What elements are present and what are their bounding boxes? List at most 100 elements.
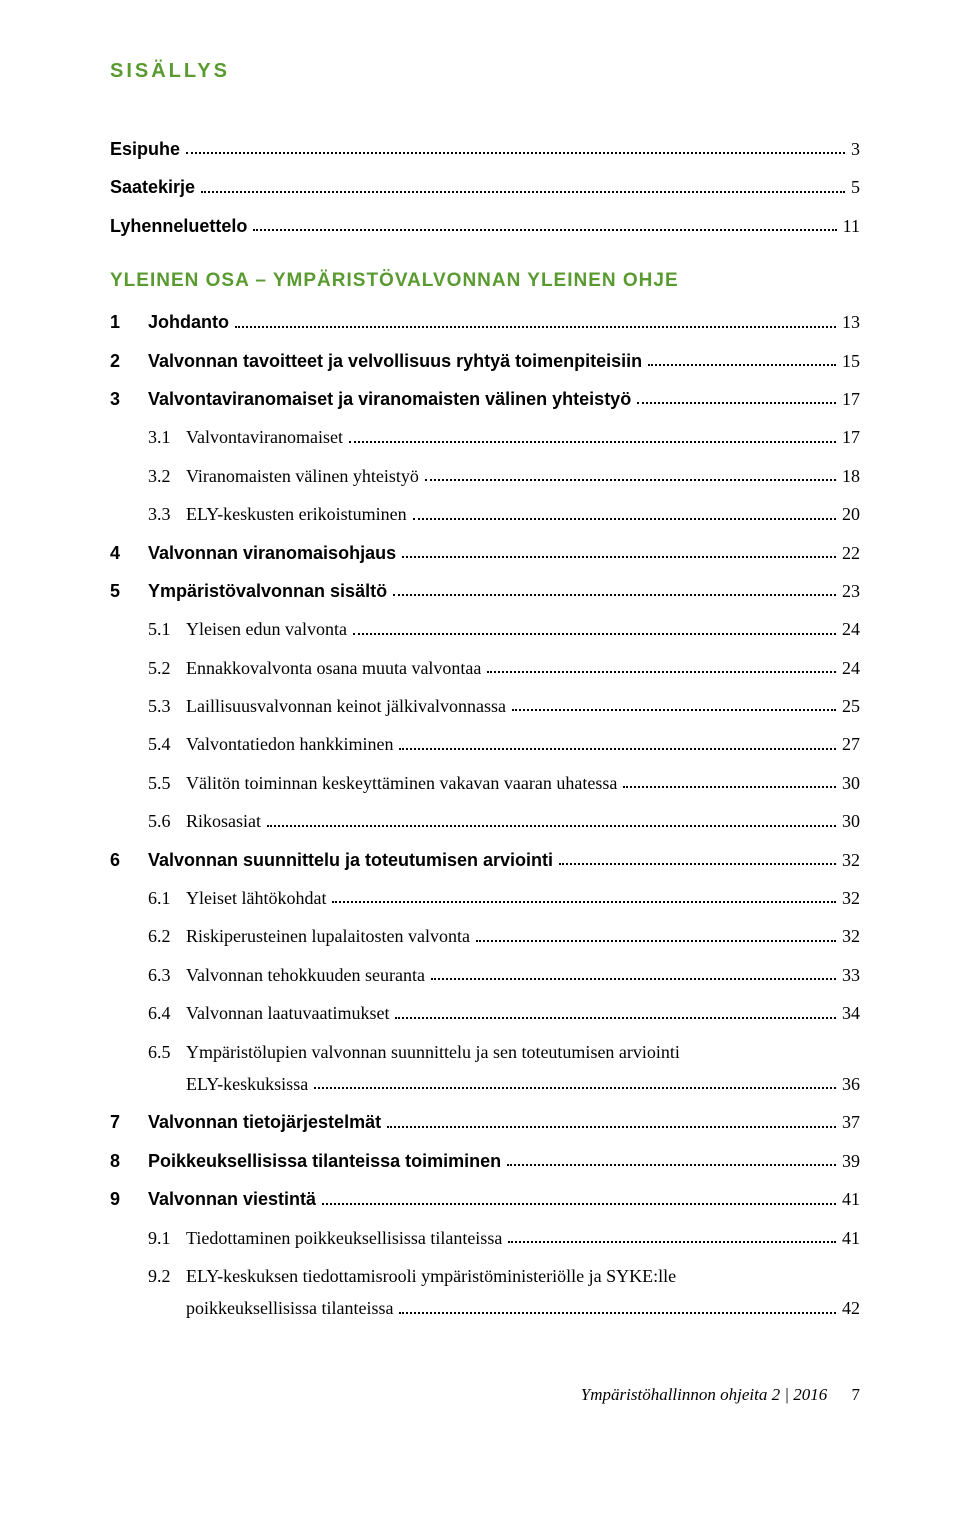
toc-label: poikkeuksellisissa tilanteissa <box>186 1292 393 1324</box>
toc-page: 24 <box>842 613 860 645</box>
toc-label: Ympäristölupien valvonnan suunnittelu ja… <box>186 1036 860 1068</box>
toc-entry: 6.1Yleiset lähtökohdat32 <box>110 882 860 914</box>
toc-label: Johdanto <box>148 306 229 338</box>
toc-entry: 3.1Valvontaviranomaiset17 <box>110 421 860 453</box>
toc-label: Rikosasiat <box>186 805 261 837</box>
toc-num: 6.5 <box>148 1036 186 1068</box>
toc-num: 7 <box>110 1106 148 1138</box>
toc-dots <box>322 1202 836 1205</box>
toc-label: Valvonnan tietojärjestelmät <box>148 1106 381 1138</box>
toc-dots <box>425 478 836 481</box>
toc-entry: 5.6Rikosasiat30 <box>110 805 860 837</box>
toc-num: 6.2 <box>148 920 186 952</box>
toc-label: Viranomaisten välinen yhteistyö <box>186 460 419 492</box>
toc-entry: 4Valvonnan viranomaisohjaus22 <box>110 537 860 569</box>
toc-num: 2 <box>110 345 148 377</box>
toc-label: Yleiset lähtökohdat <box>186 882 326 914</box>
toc-label: Valvonnan viestintä <box>148 1183 316 1215</box>
toc-entry: 6.2Riskiperusteinen lupalaitosten valvon… <box>110 920 860 952</box>
toc-entry: 6.3Valvonnan tehokkuuden seuranta33 <box>110 959 860 991</box>
toc-label: Välitön toiminnan keskeyttäminen vakavan… <box>186 767 617 799</box>
toc-entry: 6.5Ympäristölupien valvonnan suunnittelu… <box>110 1036 860 1101</box>
toc-entry: Esipuhe3 <box>110 133 860 165</box>
toc-entry: 9.2ELY-keskuksen tiedottamisrooli ympäri… <box>110 1260 860 1325</box>
toc-label: Valvonnan suunnittelu ja toteutumisen ar… <box>148 844 553 876</box>
toc-dots <box>332 900 836 903</box>
toc-page: 17 <box>842 383 860 415</box>
toc-page: 39 <box>842 1145 860 1177</box>
footer: Ympäristöhallinnon ohjeita 2 | 2016 7 <box>110 1385 860 1405</box>
toc-label: ELY-keskuksissa <box>186 1068 308 1100</box>
toc-entry: Lyhenneluettelo11 <box>110 210 860 242</box>
toc-label: ELY-keskusten erikoistuminen <box>186 498 407 530</box>
toc-page: 32 <box>842 920 860 952</box>
toc-label: Ennakkovalvonta osana muuta valvontaa <box>186 652 481 684</box>
toc-dots <box>387 1125 836 1128</box>
toc-num: 3 <box>110 383 148 415</box>
toc-num: 5.5 <box>148 767 186 799</box>
toc-dots <box>353 632 836 635</box>
toc-dots <box>349 440 836 443</box>
toc-page: 23 <box>842 575 860 607</box>
toc-dots <box>508 1240 836 1243</box>
toc-entry: 5.4Valvontatiedon hankkiminen27 <box>110 728 860 760</box>
toc-page: 33 <box>842 959 860 991</box>
toc-dots <box>431 977 836 980</box>
toc-page: 13 <box>842 306 860 338</box>
toc-page: 41 <box>842 1222 860 1254</box>
toc-dots <box>395 1016 836 1019</box>
toc-entry: 7Valvonnan tietojärjestelmät 37 <box>110 1106 860 1138</box>
toc-label: ELY-keskuksen tiedottamisrooli ympäristö… <box>186 1260 860 1292</box>
toc-num: 5.6 <box>148 805 186 837</box>
toc-page: 22 <box>842 537 860 569</box>
toc-entry: 3Valvontaviranomaiset ja viranomaisten v… <box>110 383 860 415</box>
toc-dots <box>637 401 836 404</box>
toc-entry: 5Ympäristövalvonnan sisältö 23 <box>110 575 860 607</box>
toc-label: Saatekirje <box>110 171 195 203</box>
toc-entries: 1Johdanto132Valvonnan tavoitteet ja velv… <box>110 306 860 1325</box>
toc-entry: 5.1Yleisen edun valvonta24 <box>110 613 860 645</box>
toc-page: 11 <box>843 210 860 242</box>
toc-page: 36 <box>842 1068 860 1100</box>
toc-dots <box>507 1163 836 1166</box>
toc-label: Valvontaviranomaiset ja viranomaisten vä… <box>148 383 631 415</box>
toc-num: 6.4 <box>148 997 186 1029</box>
toc-page: 24 <box>842 652 860 684</box>
toc-label: Valvonnan tehokkuuden seuranta <box>186 959 425 991</box>
toc-entry: 5.2Ennakkovalvonta osana muuta valvontaa… <box>110 652 860 684</box>
toc-label: Valvonnan laatuvaatimukset <box>186 997 389 1029</box>
toc-dots <box>186 151 845 154</box>
toc-label: Valvontaviranomaiset <box>186 421 343 453</box>
toc-page: 30 <box>842 767 860 799</box>
toc-num: 3.3 <box>148 498 186 530</box>
toc-entry: 8Poikkeuksellisissa tilanteissa toimimin… <box>110 1145 860 1177</box>
toc-dots <box>267 824 836 827</box>
toc-dots <box>253 228 836 231</box>
toc-label: Esipuhe <box>110 133 180 165</box>
toc-entry: 3.3ELY-keskusten erikoistuminen20 <box>110 498 860 530</box>
toc-dots <box>559 862 836 865</box>
toc-num: 5.2 <box>148 652 186 684</box>
footer-page: 7 <box>852 1385 861 1404</box>
toc-dots <box>402 555 836 558</box>
toc-num: 5 <box>110 575 148 607</box>
toc-label: Yleisen edun valvonta <box>186 613 347 645</box>
toc-entry: Saatekirje5 <box>110 171 860 203</box>
toc-entry: 3.2Viranomaisten välinen yhteistyö18 <box>110 460 860 492</box>
toc-dots <box>399 1311 836 1314</box>
toc-num: 4 <box>110 537 148 569</box>
toc-page: 32 <box>842 844 860 876</box>
toc-pre-entries: Esipuhe3 Saatekirje5 Lyhenneluettelo11 <box>110 133 860 242</box>
toc-num: 9 <box>110 1183 148 1215</box>
toc-label: Valvonnan tavoitteet ja velvollisuus ryh… <box>148 345 642 377</box>
toc-entry: 5.5Välitön toiminnan keskeyttäminen vaka… <box>110 767 860 799</box>
toc-num: 6.1 <box>148 882 186 914</box>
toc-num: 5.3 <box>148 690 186 722</box>
toc-num: 6 <box>110 844 148 876</box>
toc-label: Tiedottaminen poikkeuksellisissa tilante… <box>186 1222 502 1254</box>
toc-page: 37 <box>842 1106 860 1138</box>
toc-dots <box>393 593 836 596</box>
toc-dots <box>623 785 836 788</box>
toc-label: Ympäristövalvonnan sisältö <box>148 575 387 607</box>
toc-page: 41 <box>842 1183 860 1215</box>
